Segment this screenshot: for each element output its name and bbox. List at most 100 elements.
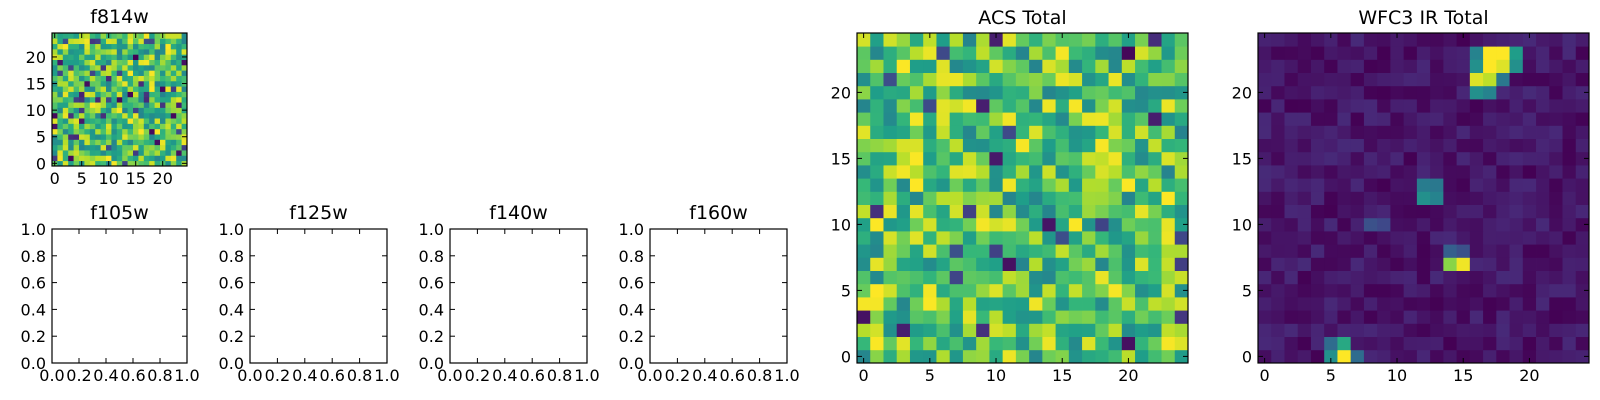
heatmap-cell bbox=[1536, 191, 1550, 205]
heatmap-cell bbox=[1271, 231, 1285, 245]
heatmap-cell bbox=[138, 150, 145, 156]
heatmap-cell bbox=[84, 155, 91, 162]
heatmap-cell bbox=[100, 160, 107, 167]
heatmap-cell bbox=[1148, 323, 1162, 337]
heatmap-cell bbox=[1121, 310, 1136, 324]
heatmap-cell bbox=[1121, 323, 1136, 337]
heatmap-cell bbox=[883, 336, 898, 351]
heatmap-cell bbox=[52, 38, 58, 45]
heatmap-cell bbox=[1456, 178, 1471, 192]
heatmap-cell bbox=[176, 54, 182, 60]
heatmap-cell bbox=[883, 244, 898, 258]
heatmap-cell bbox=[1015, 46, 1030, 60]
heatmap-cell bbox=[1095, 72, 1109, 87]
heatmap-cell bbox=[976, 72, 990, 87]
heatmap-cell bbox=[1055, 151, 1070, 166]
heatmap-cell bbox=[909, 138, 924, 153]
heatmap-cell bbox=[1284, 33, 1299, 47]
heatmap-cell bbox=[1522, 125, 1537, 139]
heatmap-cell bbox=[1002, 191, 1017, 205]
heatmap-cell bbox=[1148, 72, 1162, 87]
heatmap-cell bbox=[95, 38, 101, 45]
heatmap-cell bbox=[1310, 231, 1325, 245]
heatmap-cell bbox=[1284, 349, 1299, 364]
heatmap-cell bbox=[1029, 112, 1043, 126]
heatmap-cell bbox=[116, 64, 123, 71]
heatmap-cell bbox=[1284, 270, 1299, 285]
heatmap-cell bbox=[1562, 310, 1577, 324]
heatmap-cell bbox=[1258, 165, 1272, 179]
heatmap-cell bbox=[1469, 165, 1484, 179]
heatmap-cell bbox=[1068, 217, 1083, 232]
heatmap-cell bbox=[1416, 33, 1431, 47]
heatmap-cell bbox=[936, 297, 951, 311]
axes-background-f105w bbox=[52, 229, 187, 363]
heatmap-cell bbox=[1002, 112, 1017, 126]
heatmap-cell bbox=[1390, 125, 1405, 139]
heatmap-cell bbox=[160, 134, 166, 140]
heatmap-cell bbox=[1068, 310, 1083, 324]
heatmap-cell bbox=[1469, 283, 1484, 298]
heatmap-cell bbox=[1509, 217, 1524, 232]
y-tick-label: 15 bbox=[831, 149, 851, 168]
heatmap-cell bbox=[73, 33, 80, 39]
heatmap-cell bbox=[138, 123, 145, 130]
heatmap-cell bbox=[1161, 46, 1176, 60]
heatmap-cell bbox=[181, 75, 188, 82]
heatmap-cell bbox=[1496, 191, 1510, 205]
heatmap-cell bbox=[62, 54, 69, 60]
x-tick-label: 15 bbox=[1453, 366, 1473, 385]
heatmap-cell bbox=[176, 102, 182, 108]
heatmap-cell bbox=[57, 91, 64, 98]
heatmap-cell bbox=[909, 191, 924, 205]
heatmap-cell bbox=[1337, 99, 1352, 113]
heatmap-cell bbox=[1337, 112, 1352, 126]
heatmap-cell bbox=[79, 91, 85, 98]
heatmap-cell bbox=[100, 144, 107, 151]
heatmap-cell bbox=[138, 75, 145, 82]
heatmap-cell bbox=[883, 165, 898, 179]
heatmap-cell bbox=[936, 323, 951, 337]
heatmap-cell bbox=[1430, 151, 1444, 166]
heatmap-cell bbox=[127, 91, 134, 98]
heatmap-cell bbox=[170, 155, 177, 162]
heatmap-cell bbox=[1522, 231, 1537, 245]
heatmap-cell bbox=[181, 59, 188, 66]
heatmap-cell bbox=[1271, 270, 1285, 285]
heatmap-cell bbox=[176, 59, 182, 66]
heatmap-cell bbox=[1108, 204, 1123, 219]
heatmap-cell bbox=[1469, 336, 1484, 351]
heatmap-cell bbox=[1135, 257, 1149, 271]
heatmap-cell bbox=[133, 80, 139, 87]
x-tick-label: 15 bbox=[126, 169, 146, 188]
heatmap-cell bbox=[1174, 310, 1189, 324]
heatmap-cell bbox=[936, 112, 951, 126]
heatmap-cell bbox=[1082, 323, 1096, 337]
heatmap-cell bbox=[1095, 112, 1109, 126]
heatmap-cell bbox=[1082, 217, 1096, 232]
heatmap-cell bbox=[68, 38, 74, 45]
heatmap-cell bbox=[111, 91, 118, 98]
heatmap-cell bbox=[165, 160, 172, 167]
heatmap-cell bbox=[1562, 151, 1577, 166]
heatmap-cell bbox=[57, 38, 64, 45]
heatmap-cell bbox=[936, 178, 951, 192]
heatmap-cell bbox=[1430, 310, 1444, 324]
heatmap-cell bbox=[857, 204, 871, 219]
heatmap-cell bbox=[133, 70, 139, 76]
heatmap-cell bbox=[1271, 244, 1285, 258]
heatmap-cell bbox=[1562, 283, 1577, 298]
heatmap-cell bbox=[870, 323, 884, 337]
heatmap-cell bbox=[1284, 336, 1299, 351]
heatmap-cell bbox=[949, 72, 964, 87]
heatmap-cell bbox=[1575, 178, 1590, 192]
heatmap-cell bbox=[870, 59, 884, 73]
heatmap-cell bbox=[1015, 217, 1030, 232]
heatmap-cell bbox=[165, 64, 172, 71]
heatmap-cell bbox=[1377, 99, 1391, 113]
heatmap-cell bbox=[1337, 33, 1352, 47]
heatmap-cell bbox=[1562, 349, 1577, 364]
heatmap-cell bbox=[165, 80, 172, 87]
heatmap-cell bbox=[1068, 178, 1083, 192]
heatmap-cell bbox=[1258, 297, 1272, 311]
